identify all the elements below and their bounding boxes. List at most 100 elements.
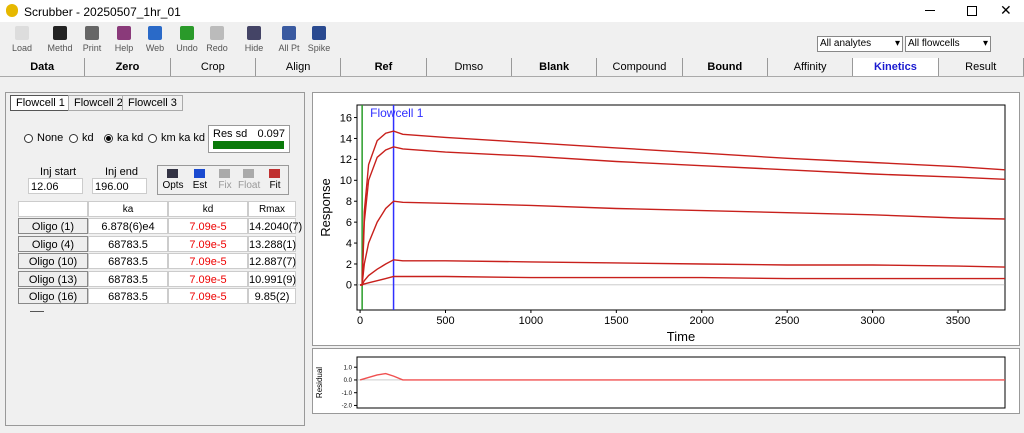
table-corner [18, 201, 88, 217]
y-tick-label: 6 [346, 217, 352, 229]
table-cell: 7.09e-5 [168, 235, 248, 252]
button-label: Hide [244, 43, 264, 53]
inj-end-input[interactable]: 196.00 [92, 178, 147, 194]
tab[interactable]: Kinetics [853, 58, 939, 76]
tab[interactable]: Crop [171, 58, 256, 76]
row-header[interactable]: Oligo (10) [18, 253, 88, 269]
res-sd-value: 0.097 [257, 128, 285, 140]
fit-button[interactable]: Fit [269, 180, 281, 191]
tab[interactable]: Bound [683, 58, 768, 76]
fit-button[interactable]: Opts [162, 180, 184, 191]
toolbar-button[interactable]: Methd [44, 26, 76, 53]
button-icon [85, 26, 99, 40]
table-cell: 68783.5 [88, 288, 168, 304]
toolbar-button[interactable]: All Pt [273, 26, 305, 53]
table-cell: 9.85(2) [248, 288, 296, 304]
separator [30, 311, 44, 312]
flowcell-tab[interactable]: Flowcell 2 [68, 95, 129, 111]
column-header: Rmax [248, 201, 296, 217]
row-header[interactable]: Oligo (13) [18, 270, 88, 287]
res-sd-bar [213, 141, 284, 149]
table-cell: 68783.5 [88, 253, 168, 269]
minimize[interactable] [925, 10, 935, 11]
button-icon [247, 26, 261, 40]
y-tick-label: 2 [346, 259, 352, 271]
button-icon [282, 26, 296, 40]
analytes-select[interactable]: All analytes ▾ [817, 36, 903, 52]
tab[interactable]: Data [0, 58, 86, 76]
data-line [359, 372, 1005, 381]
x-tick-label: 1000 [519, 315, 543, 327]
flowcell-tab[interactable]: Flowcell 1 [10, 95, 71, 111]
toolbar-button[interactable]: Redo [201, 26, 233, 53]
fit-button[interactable]: Est [192, 180, 208, 191]
table-cell: 7.09e-5 [168, 288, 248, 304]
maximize[interactable] [967, 6, 977, 16]
tab[interactable]: Zero [85, 58, 171, 76]
tab[interactable]: Ref [341, 58, 427, 76]
fit-button[interactable]: Float [238, 180, 261, 191]
plot-area [356, 356, 1006, 409]
toolbar-button[interactable]: Spike [303, 26, 335, 53]
close[interactable]: ✕ [1000, 2, 1012, 18]
y-axis-label: Response [318, 178, 333, 237]
fit-button-icon [219, 169, 230, 178]
toolbar-button[interactable]: Hide [238, 26, 270, 53]
flowcells-select[interactable]: All flowcells ▾ [905, 36, 991, 52]
column-header: ka [88, 201, 168, 217]
flowcell-tab[interactable]: Flowcell 3 [122, 95, 183, 111]
radio-button[interactable] [148, 134, 157, 143]
column-header: kd [168, 201, 248, 217]
row-header[interactable]: Oligo (1) [18, 218, 88, 234]
tab-bar: Data Zero Crop Align Ref Dmso Blank Compound Bou… [0, 58, 1024, 77]
y-tick-label: 4 [346, 238, 352, 250]
data-line [360, 259, 1006, 286]
inj-end-label: Inj end [105, 166, 139, 178]
data-line [360, 130, 1006, 286]
row-header[interactable]: Oligo (16) [18, 288, 88, 304]
button-icon [180, 26, 194, 40]
inj-start-label: Inj start [40, 166, 77, 178]
row-header[interactable]: Oligo (4) [18, 235, 88, 252]
radio-label: ka kd [117, 132, 144, 144]
toolbar-button[interactable]: Web [139, 26, 171, 53]
table-cell: 10.991(9) [248, 270, 296, 287]
button-label: Help [114, 43, 134, 53]
table-cell: 7.09e-5 [168, 218, 248, 234]
x-tick-label: 3500 [946, 315, 970, 327]
x-tick-label: 2500 [775, 315, 799, 327]
button-icon [53, 26, 67, 40]
fit-button[interactable]: Fix [218, 180, 232, 191]
select-text: All flowcells [908, 38, 960, 49]
radio-button[interactable] [24, 134, 33, 143]
tab[interactable]: Compound [597, 58, 683, 76]
inj-start-input[interactable]: 12.06 [28, 178, 83, 194]
toolbar-button[interactable]: Load [6, 26, 38, 53]
tab[interactable]: Blank [512, 58, 598, 76]
button-label: Redo [206, 43, 228, 53]
radio-dot [106, 136, 111, 141]
res-sd-label: Res sd [213, 128, 248, 140]
x-tick-label: 500 [436, 315, 454, 327]
x-axis-label: Time [667, 329, 695, 344]
toolbar-button[interactable]: Help [108, 26, 140, 53]
tab[interactable]: Align [256, 58, 342, 76]
x-tick-label: 3000 [860, 315, 884, 327]
window-title: Scrubber - 20250507_1hr_01 [24, 5, 181, 19]
y-tick-label: 16 [340, 112, 352, 124]
app-icon [6, 4, 18, 17]
toolbar-button[interactable]: Undo [171, 26, 203, 53]
y-tick-label: 14 [340, 133, 352, 145]
button-label: Methd [47, 43, 73, 53]
toolbar-button[interactable]: Print [76, 26, 108, 53]
data-line [360, 146, 1006, 286]
button-icon [148, 26, 162, 40]
tab[interactable]: Result [939, 58, 1024, 76]
table-cell: 14.2040(7) [248, 218, 302, 234]
fit-button-group [157, 165, 289, 195]
table-cell: 13.288(1) [248, 235, 296, 252]
tab[interactable]: Dmso [427, 58, 512, 76]
tab[interactable]: Affinity [768, 58, 854, 76]
y-axis-label: Residual [315, 367, 324, 398]
radio-button[interactable] [69, 134, 78, 143]
